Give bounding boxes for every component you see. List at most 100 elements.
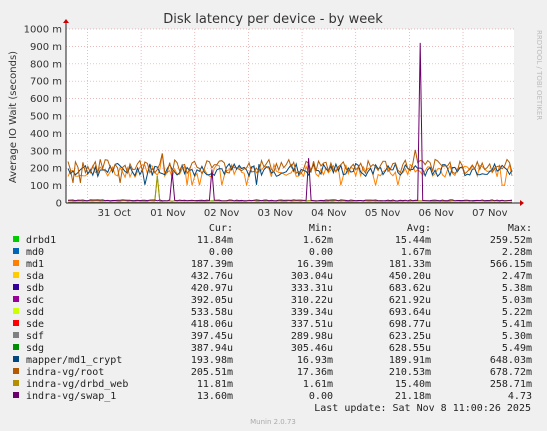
x-tick-label: 03 Nov bbox=[258, 208, 294, 219]
y-tick-label: 200 m bbox=[30, 164, 62, 175]
legend-series-name: drbd1 bbox=[26, 235, 56, 246]
legend-value: 16.39m bbox=[297, 259, 333, 270]
series-line-indra-vg-root bbox=[67, 149, 513, 183]
legend-column-header: Min: bbox=[309, 223, 333, 234]
legend-swatch bbox=[13, 320, 19, 326]
legend-value: 698.77u bbox=[389, 319, 431, 330]
legend-swatch bbox=[13, 344, 19, 350]
series-line-md1 bbox=[67, 153, 513, 186]
legend-value: 432.76u bbox=[191, 271, 233, 282]
legend-value: 418.06u bbox=[191, 319, 233, 330]
legend-value: 678.72m bbox=[490, 367, 532, 378]
legend-value: 333.31u bbox=[291, 283, 333, 294]
legend-value: 15.40m bbox=[395, 379, 431, 390]
legend-value: 0.00 bbox=[209, 247, 233, 258]
y-tick-label: 400 m bbox=[30, 129, 62, 140]
legend-value: 258.71m bbox=[490, 379, 532, 390]
legend-series-name: indra-vg/swap_1 bbox=[26, 391, 116, 402]
x-tick-label: 31 Oct bbox=[98, 208, 131, 219]
y-axis-arrow bbox=[63, 19, 69, 23]
legend-value: 628.55u bbox=[389, 343, 431, 354]
legend-swatch bbox=[13, 296, 19, 302]
legend-value: 5.41m bbox=[502, 319, 532, 330]
y-tick-label: 100 m bbox=[30, 181, 62, 192]
plot-background bbox=[66, 29, 514, 203]
legend-value: 210.53m bbox=[389, 367, 431, 378]
y-axis-label: Average IO Wait (seconds) bbox=[8, 51, 19, 183]
legend-swatch bbox=[13, 368, 19, 374]
legend-value: 1.61m bbox=[303, 379, 333, 390]
legend-swatch bbox=[13, 332, 19, 338]
legend-value: 11.84m bbox=[197, 235, 233, 246]
legend-series-name: sdc bbox=[26, 295, 44, 306]
legend-value: 1.62m bbox=[303, 235, 333, 246]
series-line-indra-vg-swap-1 bbox=[67, 42, 513, 202]
legend-value: 0.00 bbox=[309, 391, 333, 402]
legend-swatch bbox=[13, 356, 19, 362]
legend-value: 623.25u bbox=[389, 331, 431, 342]
legend-value: 5.30m bbox=[502, 331, 532, 342]
legend-series-name: sdg bbox=[26, 343, 44, 354]
legend-series-name: sdb bbox=[26, 283, 44, 294]
legend-value: 289.98u bbox=[291, 331, 333, 342]
legend-swatch bbox=[13, 272, 19, 278]
legend-value: 693.64u bbox=[389, 307, 431, 318]
y-tick-label: 500 m bbox=[30, 112, 62, 123]
y-tick-label: 0 bbox=[56, 199, 62, 210]
legend-series-name: md0 bbox=[26, 247, 44, 258]
legend-value: 2.47m bbox=[502, 271, 532, 282]
chart-title: Disk latency per device - by week bbox=[163, 12, 383, 27]
legend-swatch bbox=[13, 248, 19, 254]
legend-value: 2.28m bbox=[502, 247, 532, 258]
legend-series-name: mapper/md1_crypt bbox=[26, 355, 122, 366]
legend-series-name: md1 bbox=[26, 259, 44, 270]
x-tick-label: 02 Nov bbox=[204, 208, 240, 219]
legend-value: 392.05u bbox=[191, 295, 233, 306]
legend-swatch bbox=[13, 284, 19, 290]
legend-swatch bbox=[13, 380, 19, 386]
legend-value: 4.73 bbox=[508, 391, 532, 402]
plot-area: 0 100 m 200 m 300 m 400 m 500 m 600 m 700 m 800 … bbox=[24, 19, 524, 219]
y-tick-label: 1000 m bbox=[24, 25, 62, 36]
y-tick-label: 600 m bbox=[30, 94, 62, 105]
x-axis-arrow bbox=[520, 200, 524, 206]
legend-value: 1.67m bbox=[401, 247, 431, 258]
legend-value: 310.22u bbox=[291, 295, 333, 306]
x-tick-label: 01 Nov bbox=[150, 208, 186, 219]
legend-swatch bbox=[13, 392, 19, 398]
legend-value: 189.91m bbox=[389, 355, 431, 366]
legend-value: 5.49m bbox=[502, 343, 532, 354]
legend-column-header: Avg: bbox=[407, 223, 431, 234]
legend-value: 181.33m bbox=[389, 259, 431, 270]
legend-value: 0.00 bbox=[309, 247, 333, 258]
legend-value: 450.20u bbox=[389, 271, 431, 282]
legend-value: 5.03m bbox=[502, 295, 532, 306]
legend-column-header: Max: bbox=[508, 223, 532, 234]
legend-value: 17.36m bbox=[297, 367, 333, 378]
legend-value: 648.03m bbox=[490, 355, 532, 366]
legend-series-name: indra-vg/root bbox=[26, 367, 104, 378]
y-tick-label: 300 m bbox=[30, 146, 62, 157]
legend-value: 533.58u bbox=[191, 307, 233, 318]
legend-value: 303.04u bbox=[291, 271, 333, 282]
legend-value: 5.38m bbox=[502, 283, 532, 294]
legend-value: 21.18m bbox=[395, 391, 431, 402]
legend-value: 205.51m bbox=[191, 367, 233, 378]
y-tick-label: 700 m bbox=[30, 77, 62, 88]
legend-series-name: sdf bbox=[26, 331, 44, 342]
legend-value: 339.34u bbox=[291, 307, 333, 318]
legend-value: 305.46u bbox=[291, 343, 333, 354]
legend-swatch bbox=[13, 260, 19, 266]
legend-value: 420.97u bbox=[191, 283, 233, 294]
legend-value: 193.98m bbox=[191, 355, 233, 366]
legend-value: 621.92u bbox=[389, 295, 431, 306]
x-tick-label: 07 Nov bbox=[472, 208, 508, 219]
x-tick-label: 06 Nov bbox=[418, 208, 454, 219]
legend-value: 337.51u bbox=[291, 319, 333, 330]
legend-value: 397.45u bbox=[191, 331, 233, 342]
legend-column-header: Cur: bbox=[209, 223, 233, 234]
legend-swatch bbox=[13, 308, 19, 314]
legend-value: 387.94u bbox=[191, 343, 233, 354]
legend-series-name: sda bbox=[26, 271, 44, 282]
legend-series-name: indra-vg/drbd_web bbox=[26, 379, 128, 390]
